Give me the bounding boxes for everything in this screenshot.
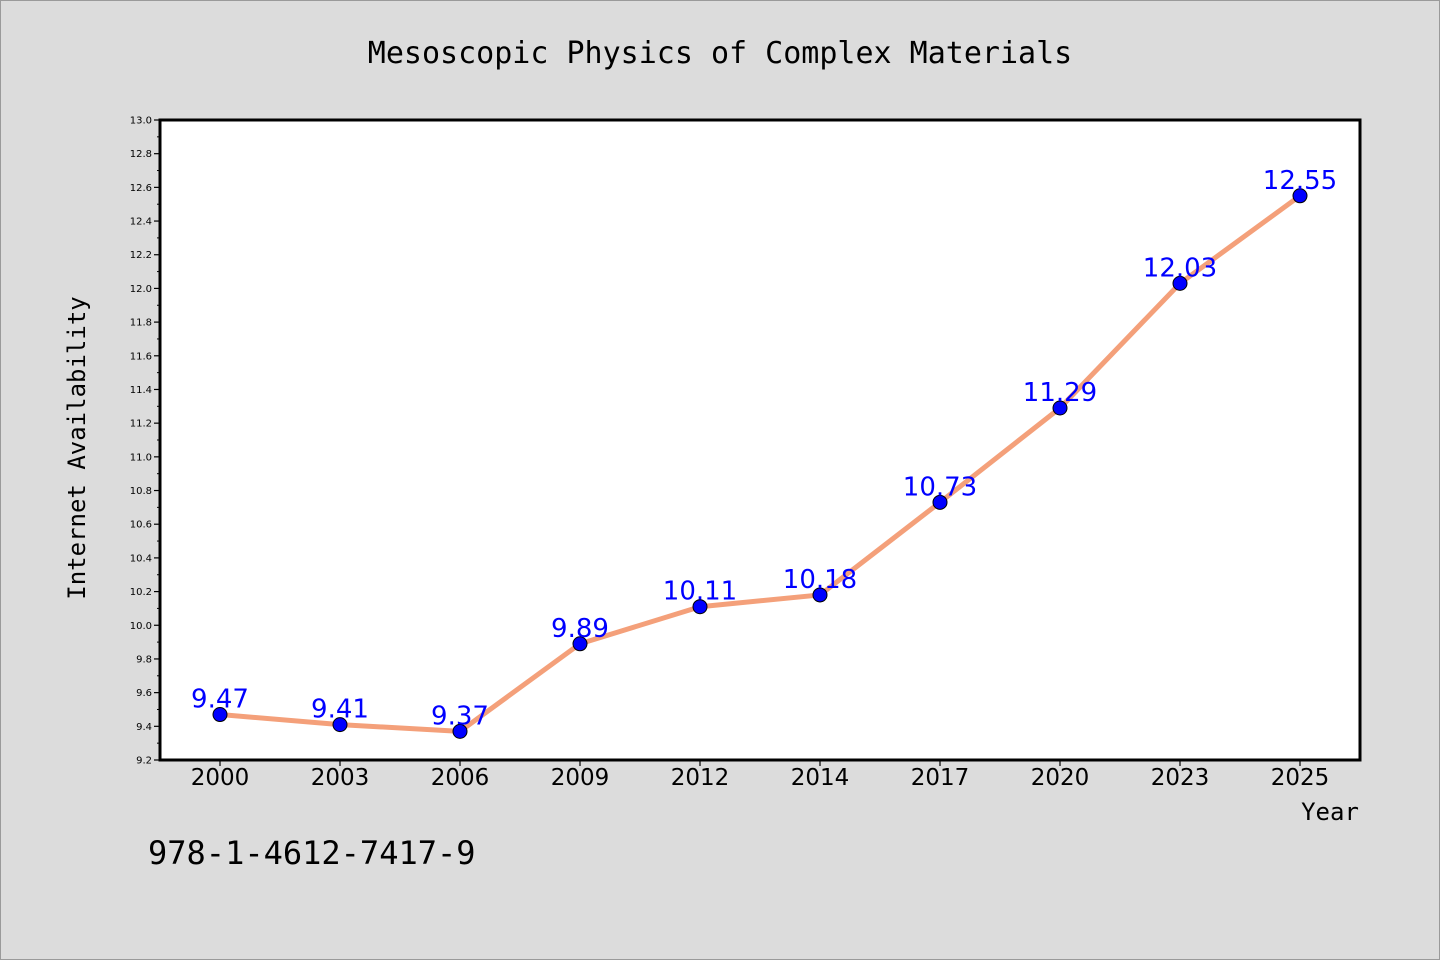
- x-tick-label: 2006: [431, 765, 490, 791]
- data-point: [572, 636, 588, 652]
- data-label: 12.03: [1143, 253, 1217, 283]
- y-tick-label: 11.8: [130, 318, 152, 329]
- x-tick-label: 2000: [191, 765, 250, 791]
- x-axis: 2000 2003 2006 2009 2012 2014 2017 2020 2023 2025: [191, 760, 1330, 791]
- data-label: 10.18: [783, 565, 857, 595]
- y-tick-label: 10.0: [130, 621, 152, 632]
- x-axis-label: Year: [1301, 798, 1359, 826]
- x-tick-label: 2003: [311, 765, 370, 791]
- data-label: 10.11: [663, 577, 737, 607]
- x-tick-label: 2023: [1151, 765, 1210, 791]
- isbn-text: 978-1-4612-7417-9: [148, 834, 476, 872]
- data-label: 9.37: [431, 701, 489, 731]
- y-tick-label: 12.8: [130, 149, 152, 160]
- y-tick-label: 12.2: [130, 250, 152, 261]
- data-labels: 9.47 9.41 9.37 9.89 10.11 10.18 10.73 11.29 12.0…: [191, 166, 1337, 732]
- y-tick-label: 12.6: [130, 183, 152, 194]
- series-line: [217, 193, 1303, 734]
- y-tick-label: 10.2: [130, 587, 152, 598]
- y-tick-label: 13.0: [130, 116, 152, 127]
- y-tick-label: 9.2: [136, 756, 152, 767]
- data-label: 9.47: [191, 685, 249, 715]
- y-axis-label: Internet Availability: [63, 296, 91, 599]
- data-label: 10.73: [903, 472, 977, 502]
- y-tick-label: 11.6: [130, 351, 152, 362]
- x-tick-label: 2020: [1031, 765, 1090, 791]
- y-tick-label: 9.4: [136, 722, 152, 733]
- y-tick-label: 9.6: [136, 688, 152, 699]
- chart-title: Mesoscopic Physics of Complex Materials: [368, 36, 1072, 71]
- data-label: 12.55: [1263, 166, 1337, 196]
- x-tick-label: 2014: [791, 765, 850, 791]
- y-tick-label: 10.6: [130, 520, 152, 531]
- data-label: 9.89: [551, 614, 609, 644]
- x-tick-label: 2017: [911, 765, 970, 791]
- data-point: [1172, 275, 1188, 291]
- data-point: [692, 599, 708, 615]
- x-tick-label: 2012: [671, 765, 730, 791]
- data-points: [212, 188, 1308, 739]
- x-tick-label: 2025: [1271, 765, 1330, 791]
- y-tick-label: 11.4: [130, 385, 152, 396]
- data-point: [332, 717, 348, 733]
- series-line-group: [217, 193, 1303, 734]
- plot-area: [158, 118, 1362, 762]
- data-label: 9.41: [311, 695, 369, 725]
- y-tick-label: 11.2: [130, 419, 152, 430]
- data-point: [1052, 400, 1068, 416]
- data-point: [452, 723, 468, 739]
- data-point: [212, 707, 228, 723]
- y-tick-label: 12.0: [130, 284, 152, 295]
- data-point: [812, 587, 828, 603]
- data-point: [932, 494, 948, 510]
- data-point: [1292, 188, 1308, 204]
- x-tick-label: 2009: [551, 765, 610, 791]
- y-tick-label: 10.8: [130, 486, 152, 497]
- y-tick-label: 11.0: [130, 452, 152, 463]
- y-tick-label: 9.8: [136, 654, 152, 665]
- y-tick-label: 10.4: [130, 553, 152, 564]
- y-axis: 9.2 9.4 9.6 9.8 10.0 10.2 10.4 10.6 10.8 11.0 11.2…: [130, 116, 160, 767]
- data-label: 11.29: [1023, 378, 1097, 408]
- y-tick-label: 12.4: [130, 217, 152, 228]
